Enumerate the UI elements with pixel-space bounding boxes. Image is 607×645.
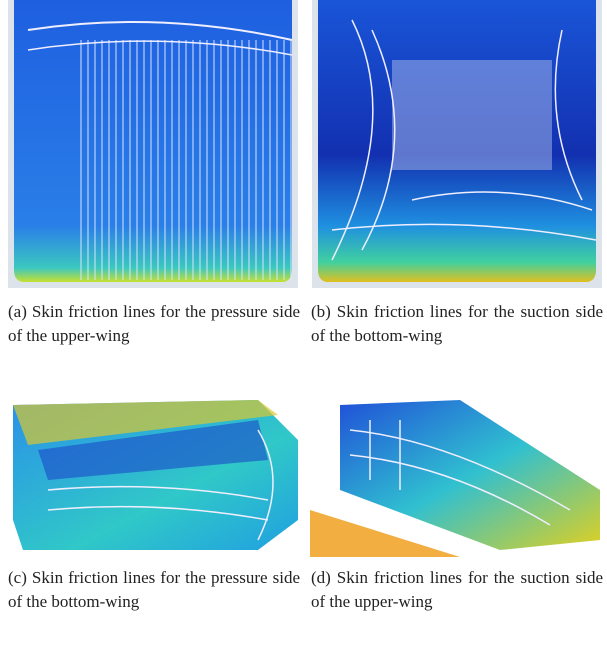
- caption: (a) Skin friction lines for the pressure…: [8, 300, 300, 348]
- caption: (b) Skin friction lines for the suction …: [311, 300, 603, 348]
- caption: (c) Skin friction lines for the pressure…: [8, 566, 300, 614]
- image-c: [8, 400, 298, 557]
- image-d: [310, 400, 600, 557]
- caption: (d) Skin friction lines for the suction …: [311, 566, 603, 614]
- figure: (a) Skin friction lines for the pressure…: [0, 0, 607, 645]
- image-b: [312, 0, 602, 288]
- image-a: [8, 0, 298, 288]
